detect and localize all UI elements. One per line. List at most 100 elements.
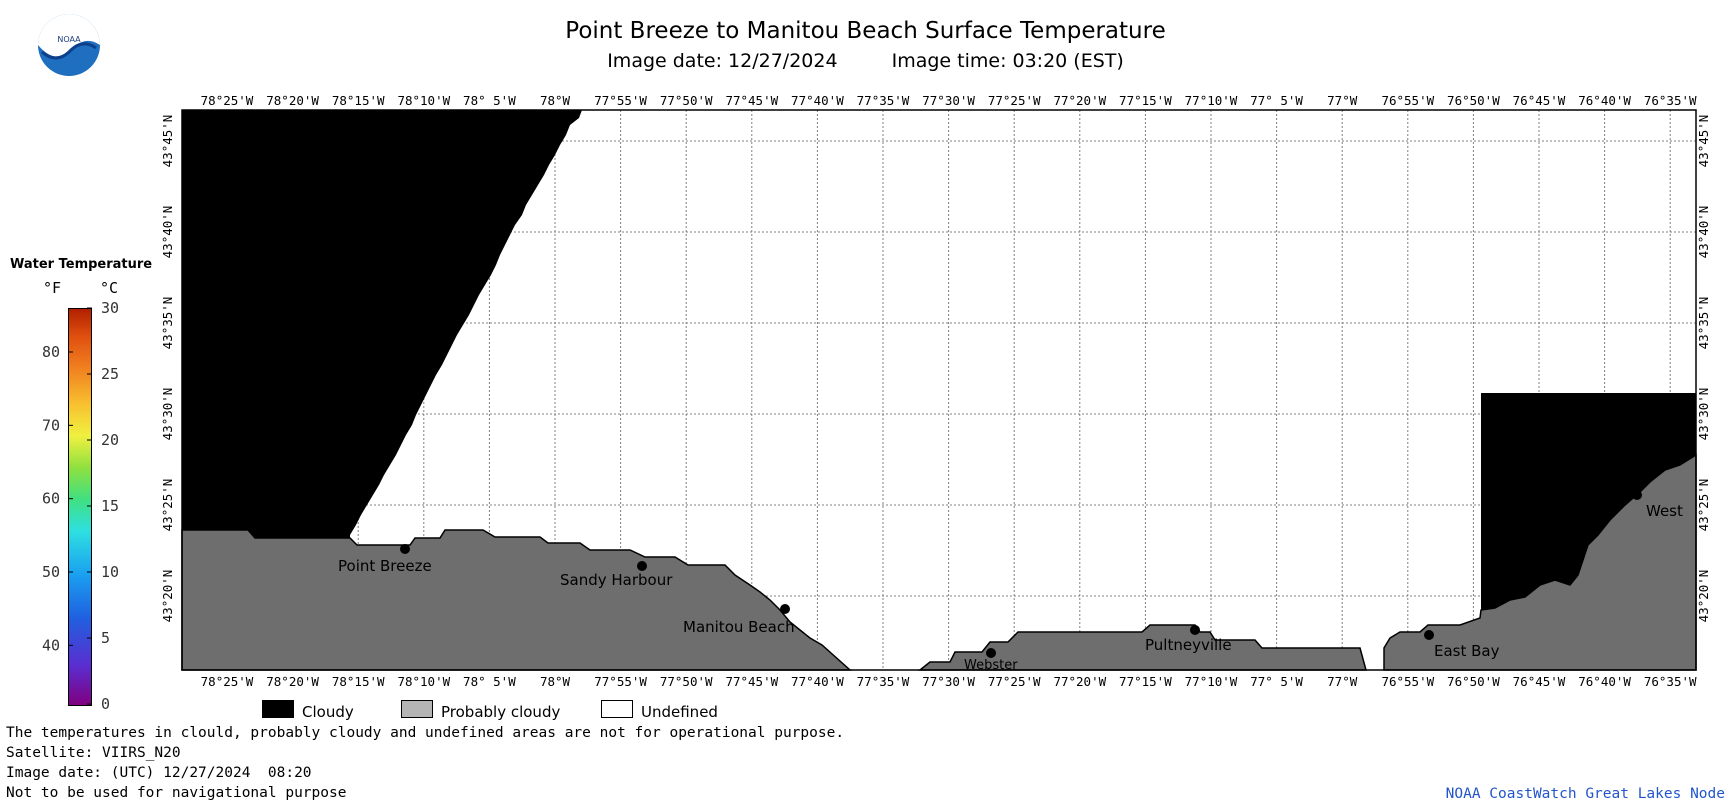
lon-label-bottom: 78°15'W bbox=[332, 674, 385, 689]
place-west-dot bbox=[1632, 490, 1642, 500]
legend-probably-cloudy-label: Probably cloudy bbox=[441, 703, 561, 721]
image-datetime: Image date: 12/27/2024 Image time: 03:20… bbox=[0, 50, 1731, 72]
lon-label-bottom: 76°50'W bbox=[1447, 674, 1500, 689]
lon-label-bottom: 78°W bbox=[540, 674, 571, 689]
celsius-tick-label: 0 bbox=[101, 695, 110, 713]
fahrenheit-tick-label: 60 bbox=[42, 490, 60, 508]
place-pultneyville: Pultneyville bbox=[1145, 636, 1232, 654]
place-webster: Webster bbox=[964, 658, 1018, 670]
celsius-tick-label: 5 bbox=[101, 629, 110, 647]
lon-label-bottom: 77°15'W bbox=[1119, 674, 1172, 689]
lat-label-right: 43°25'N bbox=[1696, 479, 1711, 532]
lon-label-top: 78°W bbox=[540, 93, 571, 108]
cloudy-overlap-east bbox=[1481, 393, 1696, 610]
lat-label-left: 43°25'N bbox=[160, 479, 175, 532]
lat-label-right: 43°40'N bbox=[1696, 206, 1711, 259]
celsius-tick-label: 20 bbox=[101, 431, 119, 449]
lon-label-top: 76°45'W bbox=[1513, 93, 1566, 108]
lon-label-top: 77°15'W bbox=[1119, 93, 1172, 108]
lat-label-left: 43°40'N bbox=[160, 206, 175, 259]
image-time: Image time: 03:20 (EST) bbox=[891, 50, 1124, 72]
place-sandy-harbour: Sandy Harbour bbox=[560, 571, 673, 589]
place-webster-dot bbox=[986, 648, 996, 658]
lon-label-bottom: 78°10'W bbox=[397, 674, 450, 689]
fahrenheit-tick-label: 40 bbox=[42, 636, 60, 654]
lon-label-bottom: 77°30'W bbox=[922, 674, 975, 689]
unit-f: °F bbox=[43, 279, 62, 297]
logo-text: NOAA bbox=[57, 35, 81, 44]
celsius-tick-label: 10 bbox=[101, 563, 119, 581]
lon-label-bottom: 78°25'W bbox=[201, 674, 254, 689]
map-frame bbox=[181, 109, 1697, 671]
place-west: West bbox=[1646, 502, 1683, 520]
lon-label-bottom: 77°50'W bbox=[660, 674, 713, 689]
axis-labels: 78°25'W 78°25'W 78°20'W 78°20'W 78°15'W 78°15… bbox=[160, 93, 1711, 689]
unit-c: °C bbox=[100, 279, 119, 297]
footer-disclaimer: The temperatures in clould, probably clo… bbox=[6, 725, 845, 741]
legend-probably-cloudy-swatch bbox=[401, 700, 433, 718]
lon-label-bottom: 77°45'W bbox=[725, 674, 778, 689]
lon-label-top: 77°10'W bbox=[1185, 93, 1238, 108]
lon-label-bottom: 77°35'W bbox=[857, 674, 910, 689]
footer-image-date: Image date: (UTC) 12/27/2024 08:20 bbox=[6, 765, 312, 781]
lon-label-top: 77°30'W bbox=[922, 93, 975, 108]
fahrenheit-tick-label: 80 bbox=[42, 343, 60, 361]
colorbar-title: Water Temperature bbox=[10, 257, 153, 272]
lon-label-top: 77°45'W bbox=[725, 93, 778, 108]
place-east-bay: East Bay bbox=[1434, 642, 1500, 660]
lat-label-left: 43°20'N bbox=[160, 570, 175, 623]
footer-satellite: Satellite: VIIRS_N20 bbox=[6, 745, 181, 761]
lon-label-bottom: 77°40'W bbox=[791, 674, 844, 689]
legend-cloudy-label: Cloudy bbox=[302, 703, 354, 721]
fahrenheit-tick-label: 50 bbox=[42, 563, 60, 581]
place-manitou-beach-dot bbox=[780, 604, 790, 614]
legend-cloudy-swatch bbox=[262, 700, 294, 718]
lon-label-top: 77° 5'W bbox=[1250, 93, 1303, 108]
place-point-breeze: Point Breeze bbox=[338, 557, 432, 575]
celsius-tick-label: 25 bbox=[101, 365, 119, 383]
legend-undefined-swatch bbox=[601, 700, 633, 718]
lon-label-top: 77°55'W bbox=[594, 93, 647, 108]
lon-label-bottom: 77°25'W bbox=[988, 674, 1041, 689]
lat-label-left: 43°45'N bbox=[160, 115, 175, 168]
lon-label-top: 77°50'W bbox=[660, 93, 713, 108]
lon-label-top: 76°40'W bbox=[1578, 93, 1631, 108]
lon-label-bottom: 77°10'W bbox=[1185, 674, 1238, 689]
noaa-logo: NOAA bbox=[36, 12, 102, 78]
celsius-tick-label: 30 bbox=[101, 299, 119, 317]
lon-label-top: 78°15'W bbox=[332, 93, 385, 108]
lon-label-bottom: 76°45'W bbox=[1513, 674, 1566, 689]
probably-cloudy-land-west bbox=[181, 529, 852, 671]
place-east-bay-dot bbox=[1424, 630, 1434, 640]
lon-label-bottom: 77°55'W bbox=[594, 674, 647, 689]
lat-label-right: 43°30'N bbox=[1696, 388, 1711, 441]
lat-label-right: 43°35'N bbox=[1696, 297, 1711, 350]
lon-label-top: 77°40'W bbox=[791, 93, 844, 108]
lon-label-top: 78°20'W bbox=[266, 93, 319, 108]
lat-label-right: 43°20'N bbox=[1696, 570, 1711, 623]
lon-label-top: 77°W bbox=[1327, 93, 1358, 108]
lon-label-top: 78°25'W bbox=[201, 93, 254, 108]
lon-label-bottom: 76°55'W bbox=[1381, 674, 1434, 689]
legend-undefined-label: Undefined bbox=[641, 703, 718, 721]
place-manitou-beach: Manitou Beach bbox=[683, 618, 795, 636]
lon-label-top: 77°20'W bbox=[1053, 93, 1106, 108]
lon-label-bottom: 78°20'W bbox=[266, 674, 319, 689]
lon-label-top: 77°25'W bbox=[988, 93, 1041, 108]
lon-label-bottom: 76°35'W bbox=[1644, 674, 1697, 689]
place-pultneyville-dot bbox=[1190, 625, 1200, 635]
lon-label-top: 78°10'W bbox=[397, 93, 450, 108]
lon-label-top: 78° 5'W bbox=[463, 93, 516, 108]
fahrenheit-tick-label: 70 bbox=[42, 416, 60, 434]
lon-label-bottom: 77°W bbox=[1327, 674, 1358, 689]
map: 78°25'W 78°25'W 78°20'W 78°20'W 78°15'W 78°15… bbox=[160, 93, 1711, 689]
cloudy-region-west bbox=[182, 110, 582, 538]
credit-link[interactable]: NOAA CoastWatch Great Lakes Node bbox=[1445, 786, 1725, 802]
probably-cloudy-land-mid bbox=[917, 624, 1367, 671]
lat-label-right: 43°45'N bbox=[1696, 115, 1711, 168]
lon-label-top: 76°50'W bbox=[1447, 93, 1500, 108]
map-title: Point Breeze to Manitou Beach Surface Te… bbox=[565, 18, 1166, 44]
lon-label-bottom: 77° 5'W bbox=[1250, 674, 1303, 689]
lat-label-left: 43°35'N bbox=[160, 297, 175, 350]
